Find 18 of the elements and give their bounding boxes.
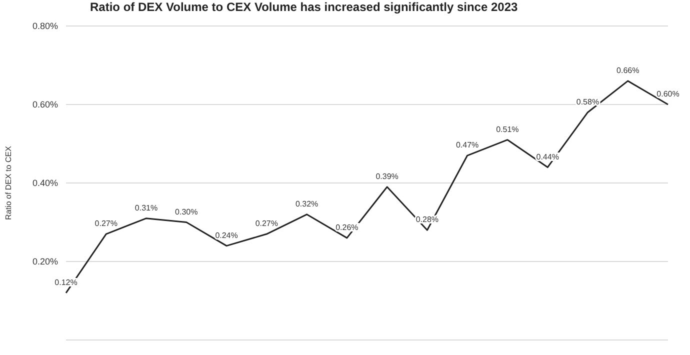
y-tick-label: 0.80%	[32, 21, 58, 32]
text: 0.27%	[255, 219, 278, 228]
y-tick-label: 0.20%	[32, 256, 58, 267]
text: 0.24%	[215, 230, 238, 240]
y-tick-label: 0.40%	[32, 178, 58, 188]
text: 0.58%	[576, 97, 600, 106]
text: 0.31%	[134, 203, 158, 212]
text: 0.39%	[376, 172, 398, 181]
y-axis-title: Ratio of DEX to CEX	[4, 145, 13, 220]
text: 0.30%	[175, 207, 198, 216]
text: 0.32%	[295, 199, 318, 208]
text: 0.47%	[456, 140, 479, 150]
text: 0.51%	[496, 124, 519, 134]
text: 0.66%	[616, 66, 640, 75]
y-tick-label: 0.60%	[32, 100, 58, 110]
chart-title: Ratio of DEX Volume to CEX Volume has increased significantly since 2023	[90, 0, 518, 14]
text: 0.60%	[656, 90, 680, 98]
text: 0.27%	[94, 219, 118, 228]
